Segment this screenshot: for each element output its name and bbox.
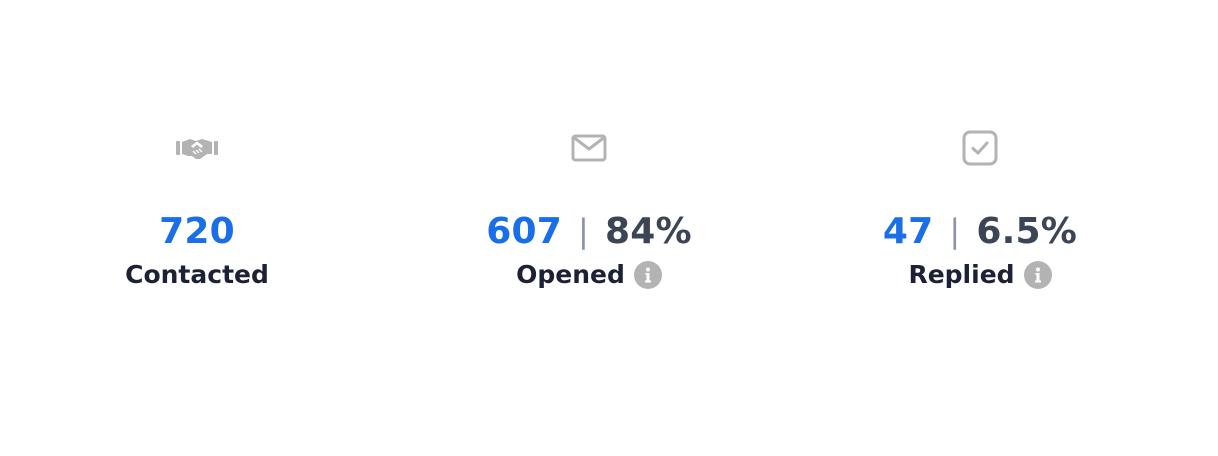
contacted-label: Contacted	[125, 260, 269, 289]
stat-opened: 607 | 84% Opened	[439, 128, 739, 292]
replied-label: Replied	[908, 260, 1015, 289]
stat-label-row: Opened	[516, 258, 662, 292]
handshake-icon	[175, 128, 219, 168]
opened-label: Opened	[516, 260, 625, 289]
stat-contacted: 720 Contacted	[47, 128, 347, 292]
stat-replied: 47 | 6.5% Replied	[830, 128, 1130, 292]
contacted-count: 720	[159, 211, 235, 252]
stat-values: 607 | 84%	[486, 210, 692, 254]
stat-label-row: Contacted	[125, 258, 269, 292]
replied-count: 47	[882, 211, 934, 252]
envelope-icon	[567, 128, 611, 168]
stat-label-row: Replied	[908, 258, 1052, 292]
opened-count: 607	[486, 211, 562, 252]
info-icon[interactable]	[1023, 261, 1052, 289]
opened-percent: 84%	[604, 211, 692, 252]
replied-percent: 6.5%	[976, 211, 1078, 252]
stat-values: 720	[159, 210, 235, 254]
info-icon[interactable]	[633, 261, 662, 289]
stat-values: 47 | 6.5%	[883, 210, 1077, 254]
value-separator: |	[577, 212, 589, 250]
value-separator: |	[949, 212, 961, 250]
checkbox-icon	[958, 128, 1002, 168]
